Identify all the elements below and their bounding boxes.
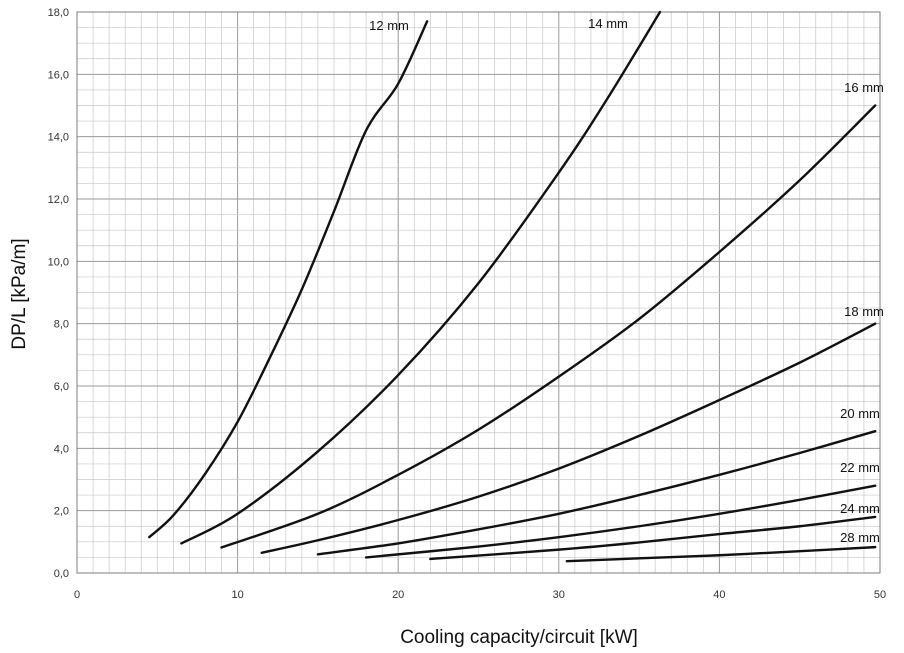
y-tick-label: 6,0 (54, 381, 69, 393)
x-tick-label: 40 (713, 589, 725, 601)
series-line (316, 429, 877, 556)
plot-frame (76, 11, 881, 574)
x-tick-label: 50 (874, 589, 886, 601)
series-labels: 12 mm 14 mm 16 mm 18 mm 20 mm 22 mm 24 mm 28 mm (369, 16, 884, 545)
series-line (180, 10, 662, 545)
y-tick-label: 18,0 (48, 7, 69, 19)
y-tick-label: 8,0 (54, 319, 69, 331)
x-tick-label: 20 (392, 589, 404, 601)
series-label: 24 mm (840, 501, 880, 516)
y-tick-label: 12,0 (48, 194, 69, 206)
series-line (565, 545, 877, 563)
x-tick-label: 0 (74, 589, 80, 601)
series-label: 18 mm (844, 304, 884, 319)
series-label: 28 mm (840, 530, 880, 545)
y-tick-label: 16,0 (48, 69, 69, 81)
y-axis-title: DP/L [kPa/m] (9, 238, 30, 349)
series-line (220, 104, 877, 549)
x-tick-label: 10 (231, 589, 243, 601)
series-line (260, 322, 877, 554)
series-line (148, 20, 429, 539)
series-label: 22 mm (840, 460, 880, 475)
y-axis-ticks: 0,0 2,0 4,0 6,0 8,0 10,0 12,0 14,0 16,0 18,0 (48, 7, 69, 580)
y-tick-label: 14,0 (48, 132, 69, 144)
x-tick-label: 30 (553, 589, 565, 601)
series-label: 20 mm (840, 406, 880, 421)
y-tick-label: 2,0 (54, 506, 69, 518)
y-tick-label: 10,0 (48, 256, 69, 268)
y-tick-label: 4,0 (54, 443, 69, 455)
series-group (148, 10, 877, 563)
x-axis-title: Cooling capacity/circuit [kW] (400, 627, 638, 648)
series-label: 16 mm (844, 80, 884, 95)
series-label: 14 mm (588, 16, 628, 31)
x-axis-ticks: 0 10 20 30 40 50 (74, 589, 886, 601)
series-label: 12 mm (369, 18, 409, 33)
series-line (364, 484, 877, 559)
y-tick-label: 0,0 (54, 568, 69, 580)
series-line (429, 515, 877, 561)
grid (76, 11, 881, 574)
